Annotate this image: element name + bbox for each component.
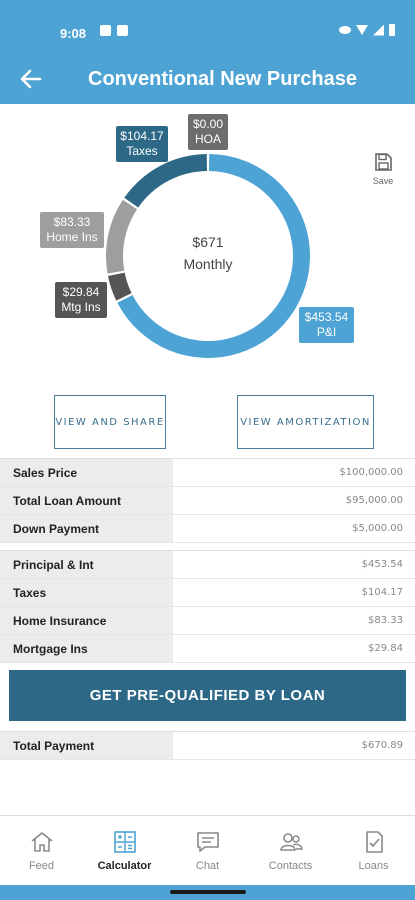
table-row: Principal & Int $453.54 xyxy=(0,551,415,579)
home-ins-tag-amount: $83.33 xyxy=(53,215,91,229)
hoa-tag: $0.00 HOA xyxy=(188,114,228,150)
tab-label: Feed xyxy=(28,860,55,872)
pi-tag-amount: $453.54 xyxy=(304,310,349,324)
donut-chart xyxy=(106,154,311,358)
row-value: $100,000.00 xyxy=(339,467,403,478)
app-bar: Conventional New Purchase xyxy=(0,58,415,104)
get-prequalified-button[interactable]: GET PRE-QUALIFIED BY LOAN xyxy=(9,670,406,721)
home-ins-tag: $83.33 Home Ins xyxy=(40,212,104,248)
row-label: Total Loan Amount xyxy=(0,487,173,514)
system-icons xyxy=(339,24,395,36)
wifi-icon xyxy=(356,25,368,35)
home-icon xyxy=(31,832,52,852)
table-row: Mortgage Ins $29.84 xyxy=(0,635,415,663)
battery-icon xyxy=(389,24,395,36)
tab-label: Loans xyxy=(358,860,389,872)
contacts-icon xyxy=(279,833,303,851)
system-nav-bar xyxy=(0,885,415,900)
save-button[interactable]: Save xyxy=(368,152,398,186)
total-table: Total Payment $670.89 xyxy=(0,731,415,760)
row-value: $95,000.00 xyxy=(345,495,403,506)
home-ins-tag-name: Home Ins xyxy=(46,230,98,244)
table-row: Total Payment $670.89 xyxy=(0,732,415,760)
page-title: Conventional New Purchase xyxy=(88,68,357,90)
document-check-icon xyxy=(365,831,383,853)
tab-label: Contacts xyxy=(268,860,313,872)
tab-chat[interactable]: Chat xyxy=(166,816,249,885)
row-label: Principal & Int xyxy=(0,551,173,578)
row-label: Sales Price xyxy=(0,459,173,486)
taxes-slice xyxy=(124,154,207,208)
total-label: Total Payment xyxy=(0,732,173,759)
pi-tag: $453.54 P&I xyxy=(299,307,354,343)
taxes-tag-name: Taxes xyxy=(126,144,158,158)
mtg-ins-tag-amount: $29.84 xyxy=(62,285,100,299)
save-label: Save xyxy=(372,176,394,186)
taxes-tag-amount: $104.17 xyxy=(120,129,164,143)
chat-icon xyxy=(196,832,219,852)
home-gesture-handle[interactable] xyxy=(170,890,246,894)
tab-loans[interactable]: Loans xyxy=(332,816,415,885)
sim-icon xyxy=(117,25,128,36)
payment-breakdown-table: Principal & Int $453.54 Taxes $104.17 Ho… xyxy=(0,550,415,663)
row-value: $83.33 xyxy=(368,615,403,626)
tab-feed[interactable]: Feed xyxy=(0,816,83,885)
table-row: Down Payment $5,000.00 xyxy=(0,515,415,543)
status-time: 9:08 xyxy=(60,26,87,41)
view-and-share-button[interactable]: VIEW AND SHARE xyxy=(54,395,166,449)
tab-contacts[interactable]: Contacts xyxy=(249,816,332,885)
row-value: $453.54 xyxy=(361,559,403,570)
hoa-tag-amount: $0.00 xyxy=(192,117,224,131)
save-icon xyxy=(375,153,392,171)
total-value: $670.89 xyxy=(361,740,403,751)
monthly-amount: $671 xyxy=(192,234,224,250)
taxes-tag: $104.17 Taxes xyxy=(116,126,168,162)
row-value: $5,000.00 xyxy=(352,523,403,534)
status-bar: 9:08 xyxy=(0,0,415,58)
table-row: Home Insurance $83.33 xyxy=(0,607,415,635)
view-amortization-button[interactable]: VIEW AMORTIZATION xyxy=(237,395,374,449)
app-notification-icon xyxy=(100,25,111,36)
mtg-ins-slice xyxy=(107,272,132,301)
tab-label: Calculator xyxy=(97,860,152,872)
row-label: Taxes xyxy=(0,579,173,606)
tab-label: Chat xyxy=(195,860,220,872)
home-ins-slice xyxy=(106,199,138,274)
table-row: Total Loan Amount $95,000.00 xyxy=(0,487,415,515)
hoa-tag-name: HOA xyxy=(194,132,221,146)
calculator-icon xyxy=(113,831,136,853)
monthly-label: Monthly xyxy=(183,256,233,272)
bottom-tab-bar: Feed Calculator Chat Contacts Loans xyxy=(0,815,415,885)
loan-summary-table: Sales Price $100,000.00 Total Loan Amoun… xyxy=(0,458,415,543)
tab-calculator[interactable]: Calculator xyxy=(83,816,166,885)
mtg-ins-tag: $29.84 Mtg Ins xyxy=(55,282,107,318)
row-label: Home Insurance xyxy=(0,607,173,634)
row-value: $29.84 xyxy=(368,643,403,654)
notification-icons xyxy=(100,25,128,36)
signal-icon xyxy=(373,24,384,36)
eye-icon xyxy=(339,26,351,34)
row-label: Mortgage Ins xyxy=(0,635,173,662)
payment-chart: $671 Monthly $104.17 Taxes $0.00 HOA $83… xyxy=(0,104,415,384)
table-row: Sales Price $100,000.00 xyxy=(0,459,415,487)
row-label: Down Payment xyxy=(0,515,173,542)
pi-tag-name: P&I xyxy=(316,325,337,339)
row-value: $104.17 xyxy=(361,587,403,598)
table-row: Taxes $104.17 xyxy=(0,579,415,607)
back-arrow-icon[interactable] xyxy=(18,66,44,92)
mtg-ins-tag-name: Mtg Ins xyxy=(61,300,101,314)
